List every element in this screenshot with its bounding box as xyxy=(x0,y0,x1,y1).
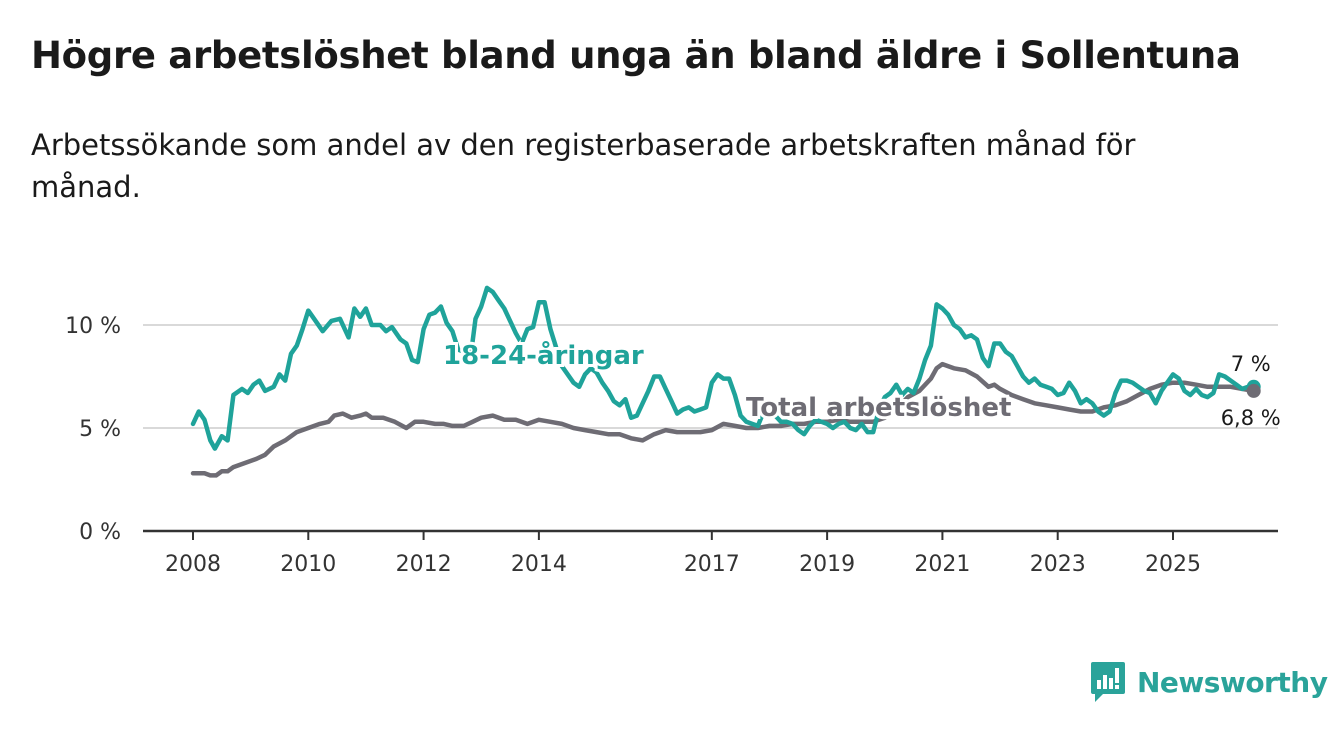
end-marker-total xyxy=(1246,383,1261,398)
series-labels: 18-24-åringar Total arbetslöshet xyxy=(440,336,1014,426)
brand-name: Newsworthy xyxy=(1137,665,1328,699)
x-tick-label: 2017 xyxy=(684,552,740,577)
y-tick-label: 5 % xyxy=(79,417,121,442)
newsworthy-logo-icon xyxy=(1091,662,1125,702)
x-tick-label: 2025 xyxy=(1145,552,1201,577)
x-tick-label: 2014 xyxy=(511,552,567,577)
series-label-youth: 18-24-åringar xyxy=(443,339,644,371)
y-grid xyxy=(143,324,1278,429)
chart-title: Högre arbetslöshet bland unga än bland ä… xyxy=(31,34,1241,77)
x-tick-label: 2023 xyxy=(1030,552,1086,577)
series-line-total xyxy=(190,361,1256,478)
chart-subtitle: Arbetssökande som andel av den registerb… xyxy=(31,128,1136,204)
series-line-youth xyxy=(190,285,1256,451)
x-axis: 2008 2010 2012 2014 2017 2019 2021 2023 2025 xyxy=(143,529,1278,577)
end-label-youth: 7 % xyxy=(1231,352,1271,376)
y-tick-label: 10 % xyxy=(65,314,121,339)
x-tick-label: 2012 xyxy=(396,552,452,577)
x-tick-label: 2008 xyxy=(165,552,221,577)
x-tick-label: 2021 xyxy=(914,552,970,577)
end-label-total: 6,8 % xyxy=(1221,406,1281,430)
x-tick-label: 2010 xyxy=(280,552,336,577)
series-label-total: Total arbetslöshet xyxy=(746,393,1011,423)
x-tick-label: 2019 xyxy=(799,552,855,577)
series-lines xyxy=(190,285,1256,478)
y-axis: 0 % 5 % 10 % xyxy=(65,314,121,545)
newsworthy-logo: Newsworthy xyxy=(1089,660,1328,704)
end-markers: 7 % 6,8 % xyxy=(1221,352,1281,430)
y-tick-label: 0 % xyxy=(79,520,121,545)
